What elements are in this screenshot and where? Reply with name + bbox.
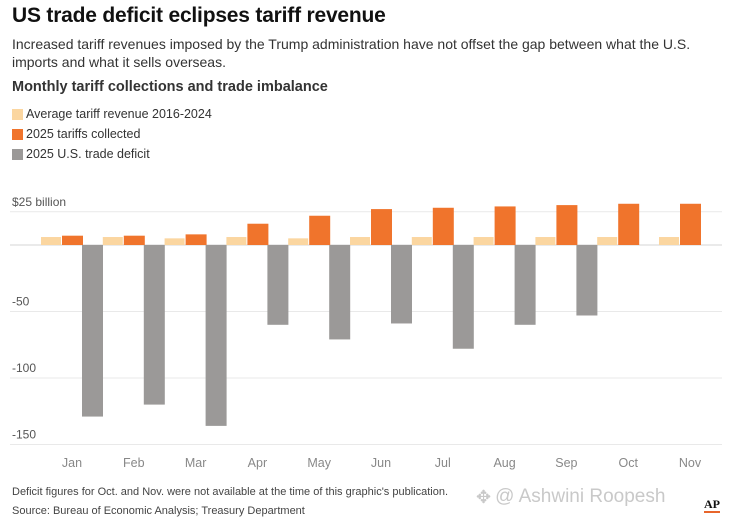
x-tick-label: Jun xyxy=(371,456,391,470)
bar-average-tariff xyxy=(411,237,432,245)
x-tick-label: Aug xyxy=(493,456,515,470)
bar-average-tariff xyxy=(350,237,370,245)
legend-swatch-tariffs xyxy=(12,128,23,140)
legend-item-average: Average tariff revenue 2016-2024 xyxy=(12,104,212,124)
bar-chart: $25 billion -50 -100 -150 Jan Feb Mar Apr May Jun… xyxy=(10,195,722,470)
x-tick-label: Mar xyxy=(185,456,207,470)
watermark-logo-icon: ✥ xyxy=(476,486,492,507)
y-tick-label: -100 xyxy=(12,361,36,375)
bar-average-tariff xyxy=(41,237,61,245)
x-tick-label: Oct xyxy=(618,456,638,470)
bar-trade-deficit xyxy=(452,245,474,349)
bar-average-tariff xyxy=(535,237,556,245)
bar-average-tariff xyxy=(288,238,309,245)
chart-title: Monthly tariff collections and trade imb… xyxy=(12,79,328,95)
legend-label-average: Average tariff revenue 2016-2024 xyxy=(26,107,212,121)
source-note: Source: Bureau of Economic Analysis; Tre… xyxy=(12,505,305,517)
x-tick-label: Feb xyxy=(123,456,145,470)
bar-tariffs-collected xyxy=(247,223,269,245)
bar-average-tariff xyxy=(659,237,679,245)
bar-average-tariff xyxy=(597,237,618,245)
x-tick-label: May xyxy=(307,456,331,470)
y-tick-label: -50 xyxy=(12,295,30,309)
bar-tariffs-collected xyxy=(680,203,701,245)
bar-average-tariff xyxy=(164,238,185,245)
bar-average-tariff xyxy=(226,237,247,245)
bar-trade-deficit xyxy=(391,245,412,324)
watermark-text: @ Ashwini Roopesh xyxy=(495,486,666,507)
bar-tariffs-collected xyxy=(62,235,83,245)
legend-item-deficit: 2025 U.S. trade deficit xyxy=(12,144,212,164)
watermark: ✥ @ Ashwini Roopesh xyxy=(476,486,665,508)
bar-trade-deficit xyxy=(514,245,536,325)
ap-logo: AP xyxy=(704,497,720,513)
bar-tariffs-collected xyxy=(556,205,578,245)
bar-tariffs-collected xyxy=(371,209,392,245)
legend-swatch-average xyxy=(12,108,23,120)
legend: Average tariff revenue 2016-2024 2025 ta… xyxy=(12,104,212,164)
footnote: Deficit figures for Oct. and Nov. were n… xyxy=(12,486,448,498)
x-tick-label: Apr xyxy=(248,456,267,470)
bar-tariffs-collected xyxy=(494,206,516,245)
x-tick-label: Sep xyxy=(555,456,577,470)
x-tick-label: Nov xyxy=(679,456,702,470)
bar-trade-deficit xyxy=(205,245,227,426)
bar-tariffs-collected xyxy=(185,234,207,245)
bar-average-tariff xyxy=(102,237,123,245)
bar-trade-deficit xyxy=(143,245,165,405)
x-tick-label: Jan xyxy=(62,456,82,470)
bar-trade-deficit xyxy=(82,245,103,417)
page-title: US trade deficit eclipses tariff revenue xyxy=(12,4,386,27)
bar-trade-deficit xyxy=(576,245,598,316)
y-tick-label: $25 billion xyxy=(12,195,66,209)
page-subtitle: Increased tariff revenues imposed by the… xyxy=(12,36,691,70)
bar-average-tariff xyxy=(473,237,494,245)
bar-tariffs-collected xyxy=(309,215,331,245)
legend-item-tariffs: 2025 tariffs collected xyxy=(12,124,212,144)
y-tick-label: -150 xyxy=(12,428,36,442)
bar-tariffs-collected xyxy=(432,207,454,245)
bar-trade-deficit xyxy=(267,245,289,325)
legend-swatch-deficit xyxy=(12,148,23,160)
legend-label-deficit: 2025 U.S. trade deficit xyxy=(26,147,150,161)
x-tick-label: Jul xyxy=(435,456,451,470)
bar-tariffs-collected xyxy=(618,203,640,245)
legend-label-tariffs: 2025 tariffs collected xyxy=(26,127,141,141)
bar-trade-deficit xyxy=(329,245,351,340)
bar-tariffs-collected xyxy=(123,235,145,245)
